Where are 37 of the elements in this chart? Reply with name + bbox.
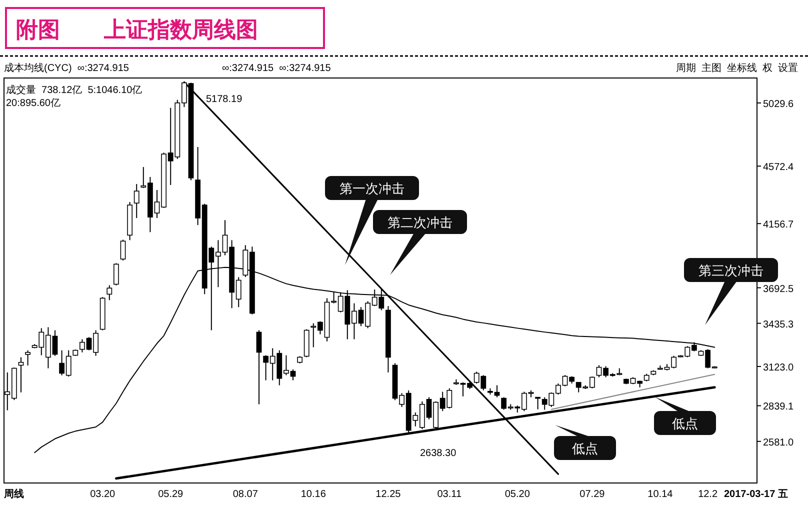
x-tick-label: 10.16	[300, 489, 326, 500]
x-tick-label: 07.29	[580, 489, 606, 500]
title: 附图 上证指数周线图	[5, 7, 325, 49]
annotation: 低点	[654, 397, 716, 435]
x-tick-label: 03.20	[90, 489, 116, 500]
annotation: 低点	[572, 441, 598, 456]
y-tick-label: 2581.0	[763, 437, 794, 448]
y-tick-label: 4156.7	[763, 220, 794, 231]
y-tick-label: 2839.1	[763, 402, 794, 413]
annotation: 低点	[672, 416, 698, 431]
annotation: ∞:3274.915 ∞:3274.915	[222, 63, 331, 74]
y-tick-label: 3692.5	[763, 284, 794, 295]
annotation: 20:895.60亿	[6, 98, 60, 109]
x-tick-label: 08.07	[232, 489, 258, 500]
chart-title: 附图 上证指数周线图	[16, 17, 258, 42]
x-tick-label: 03.11	[437, 489, 462, 500]
annotation: 低点	[554, 425, 616, 460]
annotation: 5178.19	[206, 94, 242, 105]
x-tick-label: 05.20	[504, 489, 530, 500]
x-tick-label: 12.25	[376, 489, 402, 500]
annotation: 成本均线(CYC) ∞:3274.915	[4, 63, 129, 74]
y-tick-label: 3123.0	[763, 362, 794, 374]
x-tick-label: 05.29	[158, 489, 184, 500]
y-tick-label: 3435.3	[763, 319, 794, 330]
x-tick-label: 12.2	[698, 489, 718, 500]
annotation: 2017-03-17 五	[724, 489, 788, 500]
y-tick-label: 5029.6	[763, 98, 794, 110]
annotation: 周线	[4, 489, 24, 500]
annotation: 成交量 738.12亿 5:1046.10亿	[6, 85, 142, 96]
annotation: 周期 主图 坐标线 权 设置	[676, 63, 798, 74]
x-tick-label: 10.14	[648, 489, 674, 500]
annotation: 第一次冲击	[340, 181, 404, 196]
y-tick-label: 4572.4	[763, 162, 794, 174]
annotation: 第二次冲击	[388, 215, 452, 230]
annotation: 2638.30	[420, 448, 456, 459]
annotation: 第三次冲击	[698, 263, 764, 278]
annotation: 第二次冲击	[373, 210, 467, 275]
